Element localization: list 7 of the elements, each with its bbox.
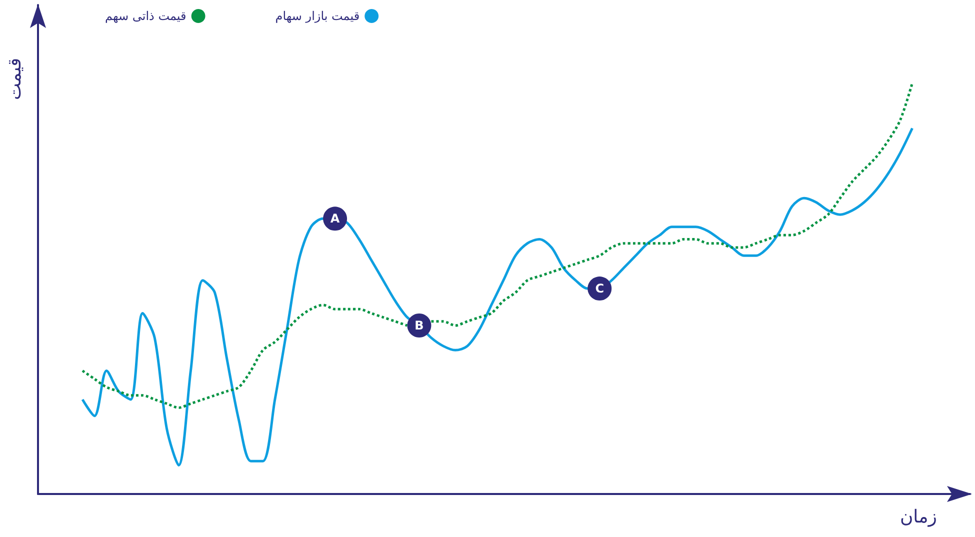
annotation: A <box>330 212 340 226</box>
annotation: B <box>414 318 424 333</box>
y-axis-title: قیمت <box>4 58 26 100</box>
legend-label: قیمت بازار سهام <box>275 9 360 23</box>
x-axis-title: زمان <box>900 506 938 528</box>
annotation: C <box>595 282 604 296</box>
legend-label: قیمت ذاتی سهم <box>104 9 186 23</box>
